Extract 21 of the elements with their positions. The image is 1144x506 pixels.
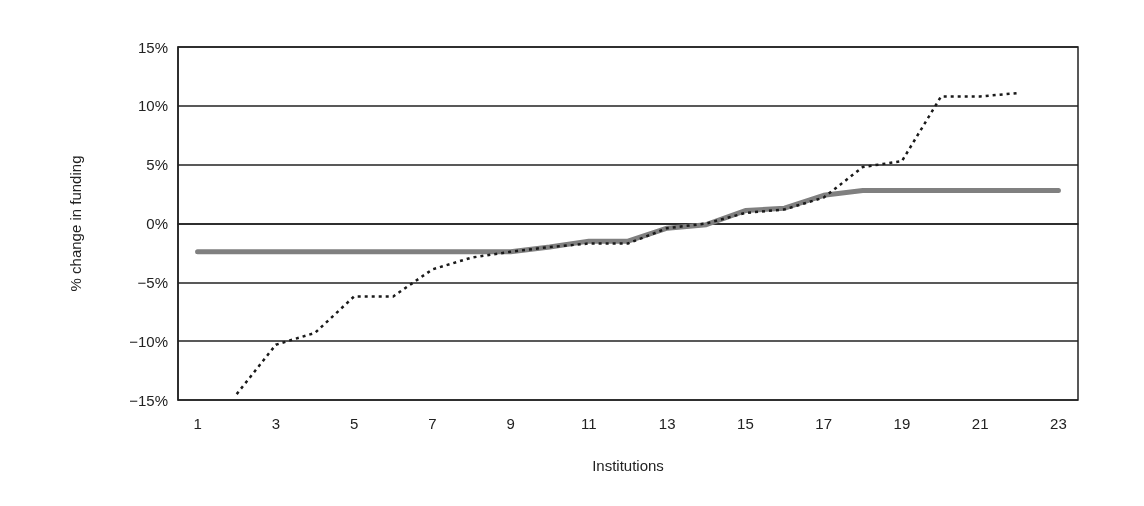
y-tick-label: −10%: [129, 332, 168, 350]
y-tick-label: −5%: [137, 273, 168, 291]
y-tick-label: 5%: [146, 156, 168, 174]
y-tick-label: −15%: [129, 391, 168, 409]
x-axis-title: Institutions: [592, 457, 664, 474]
y-axis-title: % change in funding: [67, 155, 84, 292]
x-tick-label: 7: [428, 415, 437, 432]
y-tick-label: 15%: [137, 38, 168, 56]
x-tick-label: 13: [658, 415, 676, 432]
x-tick-label: 23: [1050, 415, 1067, 432]
x-tick-label: 5: [349, 415, 359, 432]
x-tick-label: 17: [815, 415, 832, 432]
x-tick-label: 9: [506, 415, 515, 432]
x-tick-label: 11: [581, 415, 597, 432]
x-tick-label: 19: [893, 415, 911, 432]
x-tick-label: 3: [271, 415, 280, 432]
x-tick-label: 21: [971, 415, 989, 432]
x-tick-label: 15: [737, 415, 754, 432]
y-tick-label: 0%: [146, 215, 168, 232]
x-tick-label: 1: [193, 415, 202, 432]
y-tick-label: 10%: [137, 97, 168, 115]
